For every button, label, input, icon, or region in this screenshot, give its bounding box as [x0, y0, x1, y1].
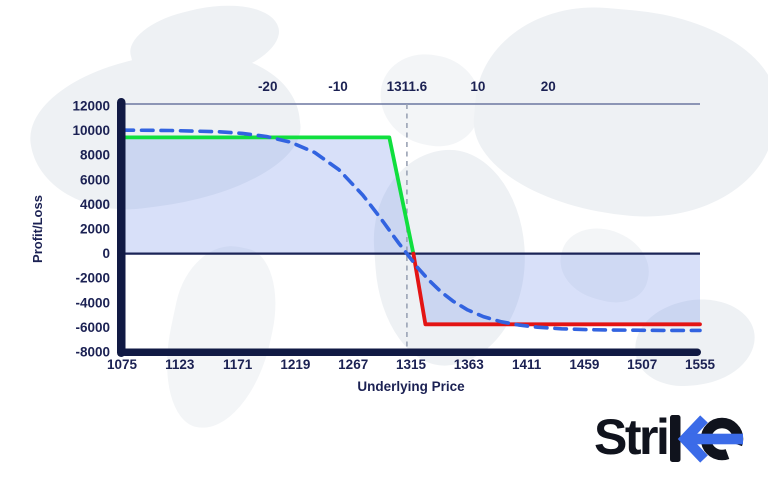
y-tick-label: -4000: [75, 295, 110, 310]
y-tick-label: 12000: [72, 99, 110, 114]
x-tick-label: 1459: [569, 357, 599, 372]
y-tick-label: -2000: [75, 271, 110, 286]
y-tick-label: 8000: [80, 148, 110, 163]
top-axis-tick-label: -10: [328, 79, 348, 94]
x-tick-label: 1507: [627, 357, 657, 372]
y-tick-label: -8000: [75, 345, 110, 360]
top-axis-tick-label: 20: [541, 79, 556, 94]
y-tick-label: 6000: [80, 172, 110, 187]
y-tick-label: 4000: [80, 197, 110, 212]
x-tick-label: 1411: [512, 357, 542, 372]
strike-logo-ke-glyph: [670, 415, 744, 463]
x-tick-label: 1171: [223, 357, 253, 372]
x-tick-label: 1363: [454, 357, 485, 372]
y-tick-label: -6000: [75, 320, 110, 335]
top-axis-tick-label: 10: [470, 79, 485, 94]
x-tick-label: 1315: [396, 357, 427, 372]
strike-logo: Stri: [594, 407, 762, 467]
expected-pl-curve-line: [120, 128, 702, 333]
x-axis-title: Underlying Price: [357, 379, 465, 394]
strike-logo-text: Stri: [594, 409, 670, 465]
x-tick-label: 1555: [685, 357, 716, 372]
y-tick-label: 10000: [72, 123, 110, 138]
x-tick-label: 1219: [280, 357, 310, 372]
x-axis-bar: [121, 348, 701, 356]
payoff-vs-zero-fill: [122, 137, 700, 325]
y-axis-bar: [117, 98, 126, 357]
payoff-profit-segment-line: [120, 135, 416, 256]
y-tick-label: 2000: [80, 222, 110, 237]
payoff-loss-segment-line: [411, 251, 702, 327]
x-tick-label: 1075: [107, 357, 138, 372]
top-axis-tick-label: 1311.6: [387, 79, 428, 94]
y-tick-label: 0: [102, 246, 110, 261]
x-tick-label: 1123: [165, 357, 195, 372]
x-tick-label: 1267: [338, 357, 368, 372]
y-axis-title: Profit/Loss: [30, 195, 45, 263]
top-axis-tick-label: -20: [258, 79, 278, 94]
